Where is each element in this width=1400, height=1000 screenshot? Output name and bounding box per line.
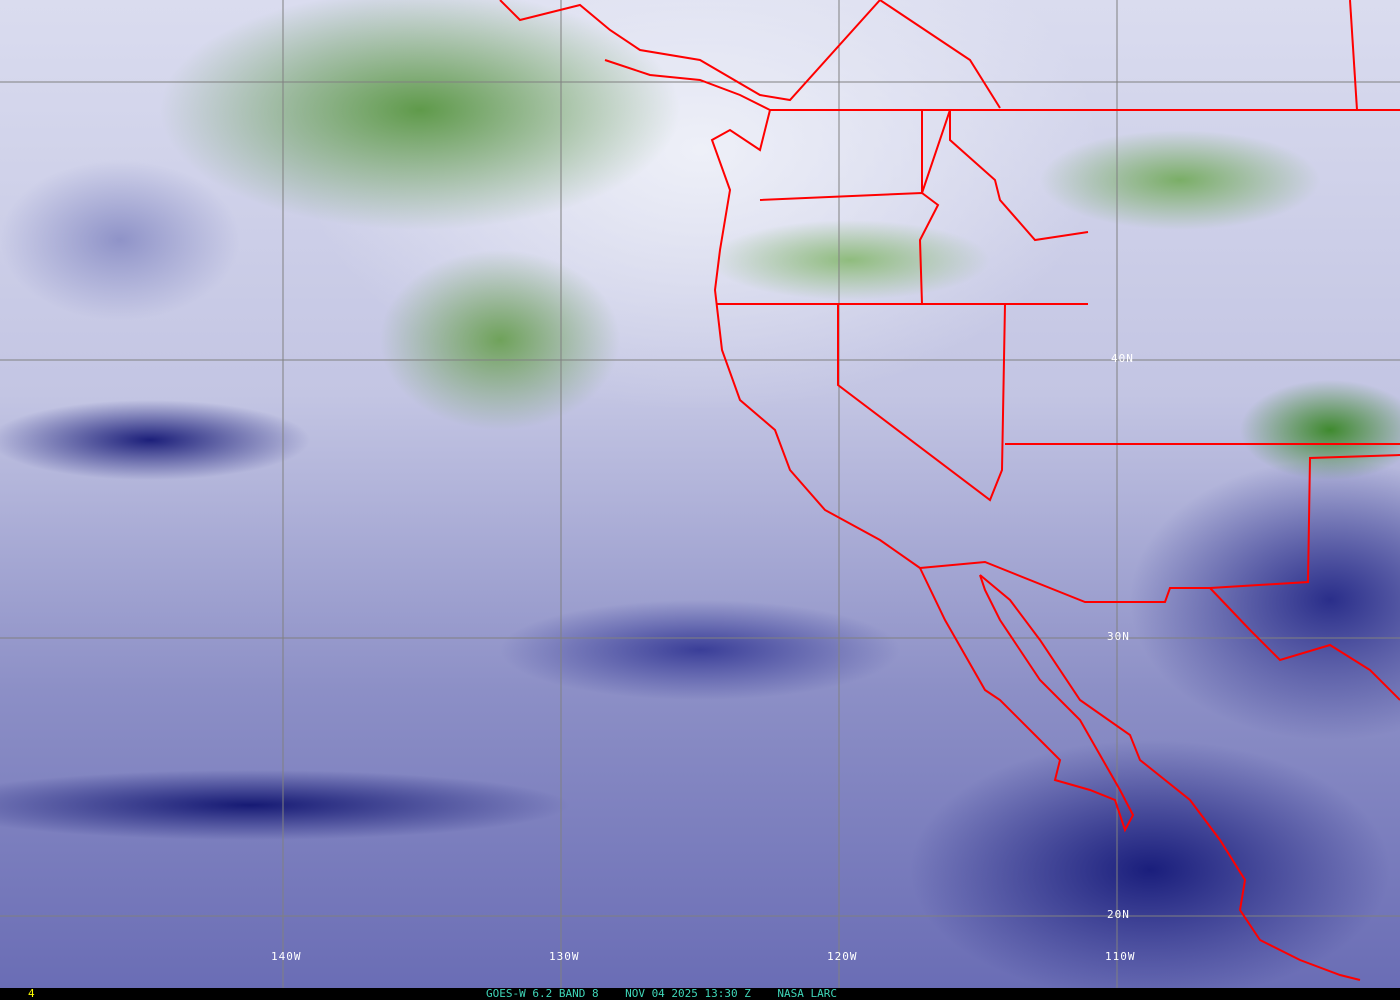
lon-label-120w: 120W (827, 950, 858, 963)
mexico-gulf (1209, 587, 1400, 701)
lat-label-30n: 30N (1107, 630, 1130, 643)
ca-nv-border (837, 303, 1006, 502)
idaho-border (921, 109, 1089, 242)
mexico-coast (979, 574, 1361, 981)
bc-coast (499, 0, 1001, 109)
us-west-coast (604, 59, 921, 569)
coastlines-borders (499, 0, 1400, 981)
lon-label-110w: 110W (1105, 950, 1136, 963)
lat-label-20n: 20N (1107, 908, 1130, 921)
baja-peninsula (919, 567, 1135, 833)
frame-number: 4 (28, 987, 35, 1000)
caption-bar (0, 988, 1400, 1000)
image-caption: GOES-W 6.2 BAND 8 NOV 04 2025 13:30 Z NA… (486, 987, 837, 1000)
border-ne (1349, 0, 1358, 111)
lat-label-40n: 40N (1111, 352, 1134, 365)
lon-label-140w: 140W (271, 950, 302, 963)
wa-or-border (759, 191, 940, 305)
us-mexico-border (919, 454, 1400, 603)
lon-label-130w: 130W (549, 950, 580, 963)
